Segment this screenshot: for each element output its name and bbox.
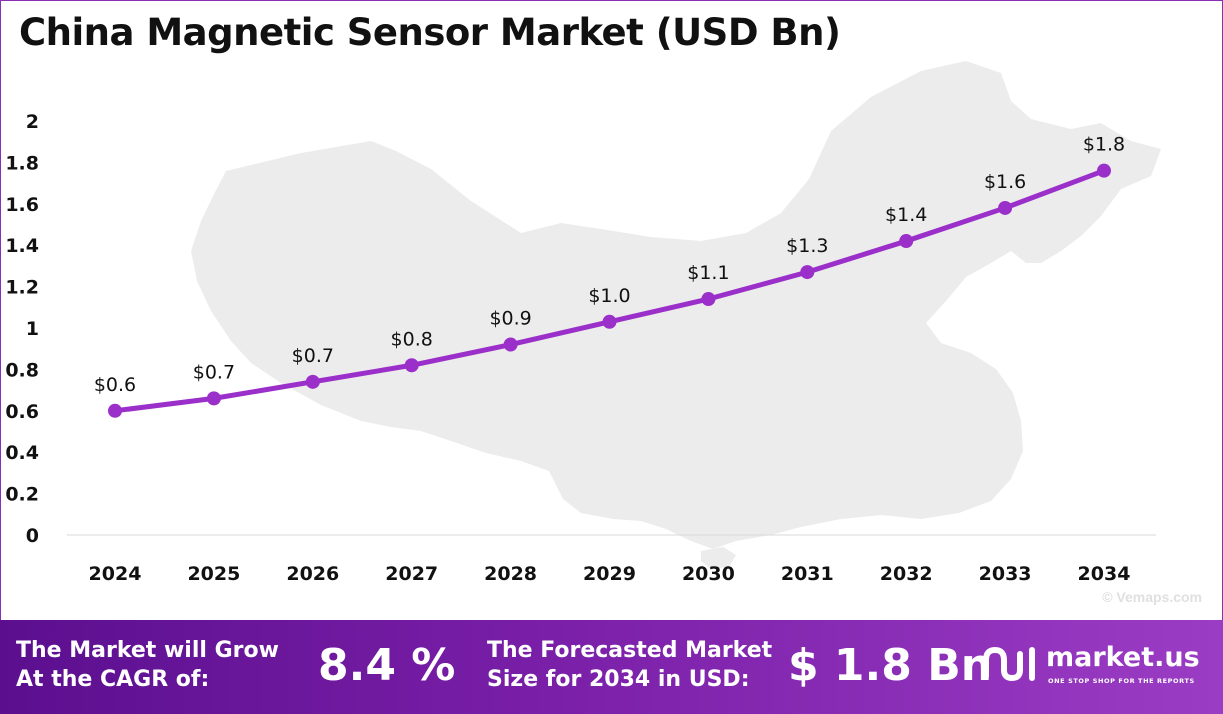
- x-tick-label: 2029: [583, 563, 636, 585]
- logo-name: market.us: [1046, 642, 1200, 673]
- y-tick-label: 0.2: [5, 484, 39, 506]
- data-label: $0.6: [94, 374, 136, 396]
- x-axis-ticks: 2024 2025 2026 2027 2028 2029 2030 2031 2032 2033…: [89, 563, 1131, 585]
- y-tick-label: 0: [26, 525, 39, 547]
- data-point: [899, 234, 914, 249]
- series-markers: [108, 163, 1111, 418]
- data-label: $1.1: [687, 262, 729, 284]
- x-tick-label: 2028: [484, 563, 537, 585]
- x-tick-label: 2024: [89, 563, 142, 585]
- data-point: [800, 265, 815, 280]
- x-tick-label: 2033: [979, 563, 1032, 585]
- y-tick-label: 1.6: [5, 194, 39, 216]
- x-tick-label: 2032: [880, 563, 933, 585]
- china-map-background: [191, 61, 1161, 569]
- data-point: [602, 314, 617, 329]
- x-tick-label: 2027: [385, 563, 438, 585]
- data-point: [206, 391, 221, 406]
- chart-title: China Magnetic Sensor Market (USD Bn): [19, 11, 841, 54]
- forecast-label-line1: The Forecasted Market: [487, 638, 773, 663]
- y-tick-label: 0.8: [5, 359, 39, 381]
- data-point: [108, 403, 122, 418]
- cagr-label: The Market will Grow At the CAGR of:: [16, 636, 279, 694]
- cagr-label-line1: The Market will Grow: [16, 638, 279, 663]
- data-point: [305, 374, 320, 389]
- data-point: [503, 337, 518, 352]
- data-label: $1.0: [588, 285, 630, 307]
- data-label: $0.9: [489, 308, 531, 330]
- data-label: $0.7: [292, 345, 334, 367]
- chart-plot: 0 0.2 0.4 0.6 0.8 1 1.2 1.4 1.6 1.8 2 2024 2025 2026…: [5, 61, 1161, 585]
- data-label: $1.4: [885, 204, 927, 226]
- cagr-label-line2: At the CAGR of:: [16, 667, 210, 692]
- x-tick-label: 2031: [781, 563, 834, 585]
- logo-tagline: ONE STOP SHOP FOR THE REPORTS: [1048, 677, 1195, 685]
- data-label: $1.8: [1083, 134, 1125, 156]
- data-point: [404, 358, 419, 373]
- x-tick-label: 2034: [1078, 563, 1131, 585]
- data-label: $1.3: [786, 235, 828, 257]
- data-labels: $0.6 $0.7 $0.7 $0.8 $0.9 $1.0 $1.1 $1.3 $1.4 $1.6…: [94, 134, 1125, 396]
- x-tick-label: 2025: [187, 563, 240, 585]
- y-tick-label: 1.8: [5, 152, 39, 174]
- y-tick-label: 1: [26, 318, 39, 340]
- data-label: $0.7: [193, 361, 235, 383]
- data-point: [1097, 163, 1111, 178]
- forecast-label: The Forecasted Market Size for 2034 in U…: [487, 636, 772, 694]
- y-tick-label: 2: [26, 111, 39, 133]
- forecast-label-line2: Size for 2034 in USD:: [487, 667, 750, 692]
- x-tick-label: 2030: [682, 563, 735, 585]
- x-tick-label: 2026: [286, 563, 339, 585]
- y-tick-label: 0.4: [5, 442, 39, 464]
- footer-banner: The Market will Grow At the CAGR of: 8.4…: [0, 620, 1223, 714]
- data-label: $0.8: [391, 328, 433, 350]
- y-axis-ticks: 0 0.2 0.4 0.6 0.8 1 1.2 1.4 1.6 1.8 2: [5, 111, 39, 547]
- forecast-value: $ 1.8 Bn: [788, 640, 993, 691]
- y-tick-label: 1.2: [5, 277, 39, 299]
- market-us-logo-icon: [983, 646, 1035, 682]
- data-label: $1.6: [984, 171, 1026, 193]
- data-point: [701, 292, 716, 307]
- data-point: [998, 200, 1013, 215]
- y-tick-label: 1.4: [5, 235, 39, 257]
- map-watermark: © Vemaps.com: [1102, 589, 1202, 605]
- y-tick-label: 0.6: [5, 401, 39, 423]
- cagr-value: 8.4 %: [318, 640, 456, 691]
